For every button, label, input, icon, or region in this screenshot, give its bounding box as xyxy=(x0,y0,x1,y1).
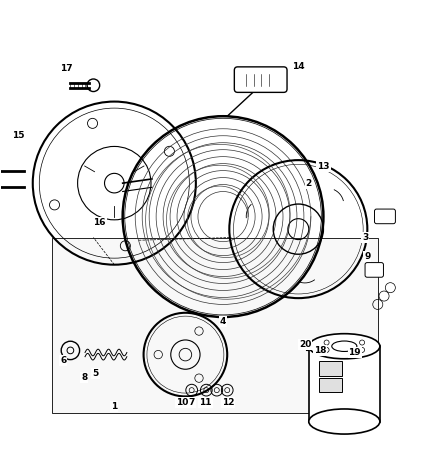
Bar xyxy=(319,378,342,392)
Text: 18: 18 xyxy=(314,346,326,355)
Text: 5: 5 xyxy=(92,369,99,378)
Bar xyxy=(319,361,342,376)
Text: 1: 1 xyxy=(111,402,117,411)
Text: 19: 19 xyxy=(349,348,361,357)
Text: 10: 10 xyxy=(176,398,188,407)
FancyBboxPatch shape xyxy=(365,263,384,277)
Text: 2: 2 xyxy=(306,179,312,188)
Text: 16: 16 xyxy=(93,218,106,228)
Text: 3: 3 xyxy=(362,233,368,242)
Text: 20: 20 xyxy=(299,340,311,349)
Ellipse shape xyxy=(309,334,380,359)
Text: 6: 6 xyxy=(60,356,67,365)
Ellipse shape xyxy=(309,409,380,434)
Text: 7: 7 xyxy=(189,398,195,407)
Text: 12: 12 xyxy=(222,398,234,407)
Text: 9: 9 xyxy=(364,252,370,261)
Text: 13: 13 xyxy=(317,162,330,171)
FancyBboxPatch shape xyxy=(234,67,287,92)
Text: 8: 8 xyxy=(81,373,87,382)
Bar xyxy=(309,346,380,421)
Text: 17: 17 xyxy=(60,64,72,73)
Text: 4: 4 xyxy=(220,317,226,326)
Text: 15: 15 xyxy=(12,131,24,140)
Text: 14: 14 xyxy=(292,62,305,70)
FancyBboxPatch shape xyxy=(375,209,395,224)
Bar xyxy=(52,238,378,413)
Text: 11: 11 xyxy=(199,398,212,407)
